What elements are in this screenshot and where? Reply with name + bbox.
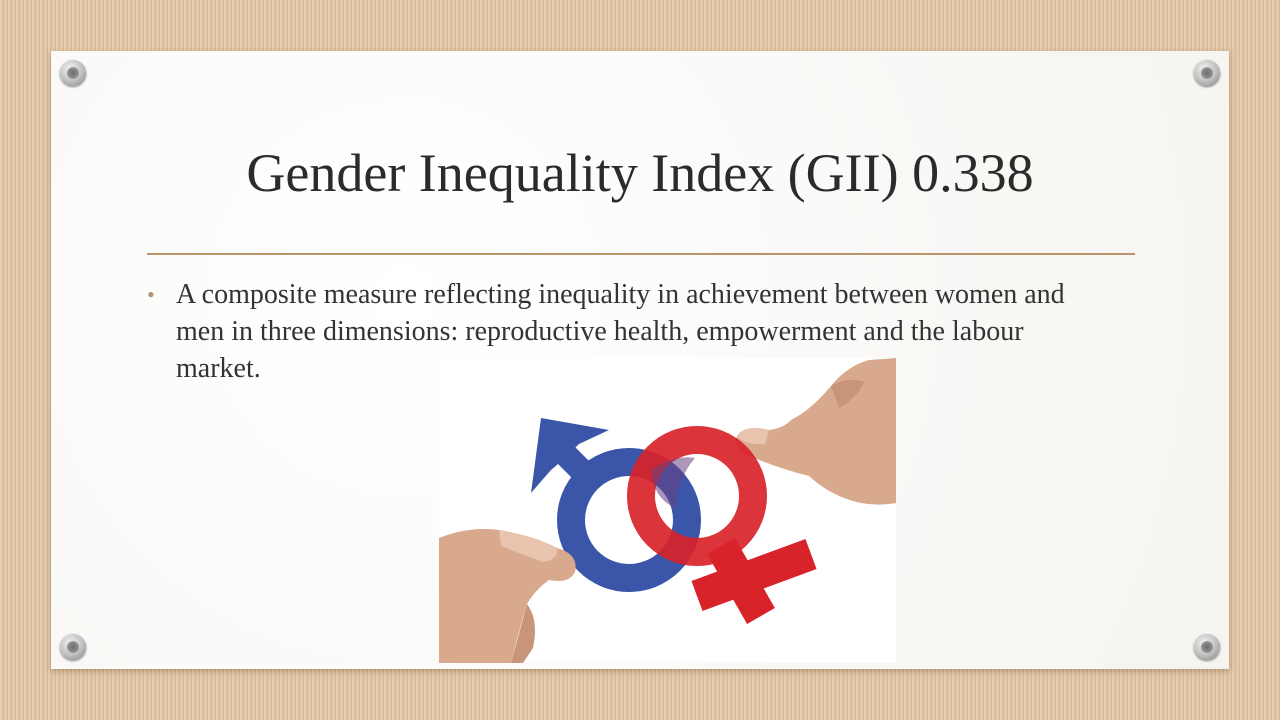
- title-divider: [147, 253, 1135, 255]
- pushpin-icon: [60, 60, 86, 86]
- right-hand: [735, 358, 896, 505]
- bullet-list: • A composite measure reflecting inequal…: [145, 276, 1115, 387]
- left-hand: [439, 529, 576, 663]
- bullet-text: A composite measure reflecting inequalit…: [176, 279, 1065, 384]
- gender-symbols-image: [439, 358, 896, 663]
- pushpin-icon: [60, 634, 86, 660]
- gender-symbols-illustration: [439, 358, 896, 663]
- female-symbol-icon: [627, 426, 817, 624]
- bullet-dot-icon: •: [147, 282, 155, 307]
- pushpin-icon: [1194, 634, 1220, 660]
- pushpin-icon: [1194, 60, 1220, 86]
- male-symbol-icon: [531, 418, 701, 592]
- slide-title: Gender Inequality Index (GII) 0.338: [246, 143, 1034, 203]
- bullet-item: • A composite measure reflecting inequal…: [145, 276, 1115, 387]
